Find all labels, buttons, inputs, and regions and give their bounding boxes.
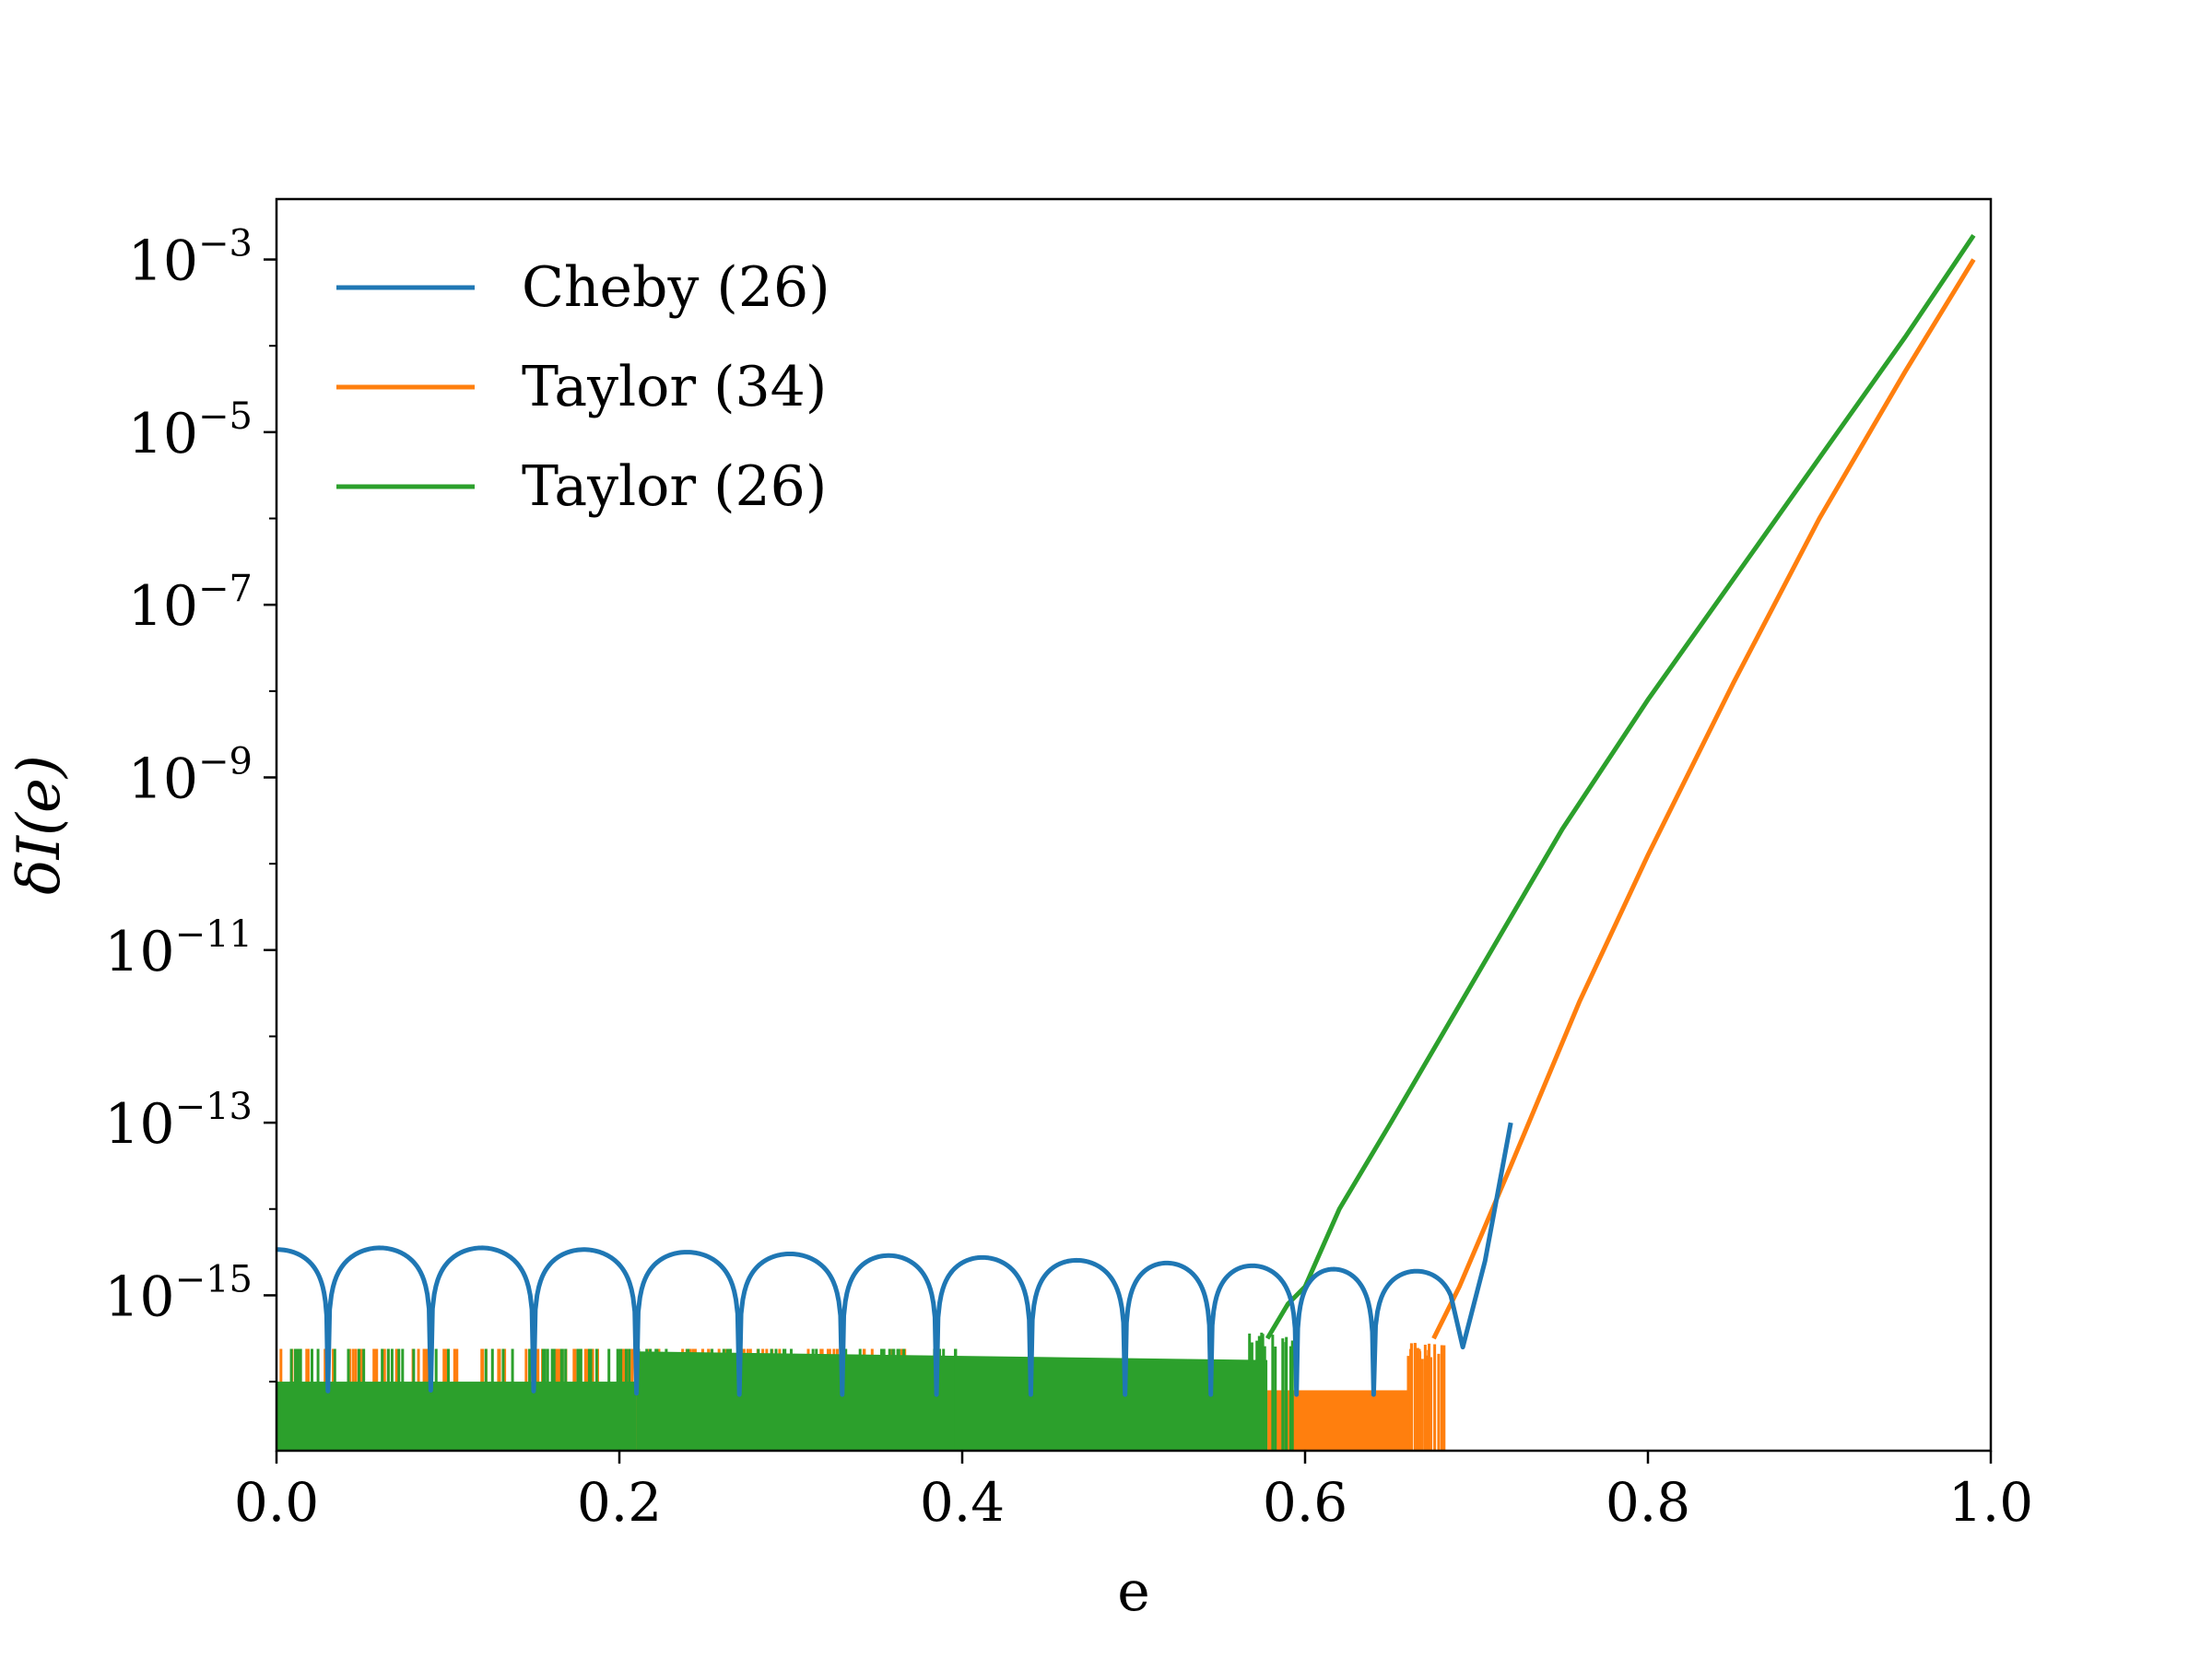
series-taylor34-line: [1431, 258, 1976, 1340]
x-tick-label: 0.0: [234, 1471, 319, 1534]
axes-frame: [275, 197, 1993, 1453]
y-tick-base: 10: [104, 920, 174, 984]
y-tick-exponent: −9: [198, 740, 253, 782]
y-tick-exponent: −15: [175, 1258, 253, 1300]
y-tick-label: 10−3: [128, 223, 253, 294]
y-tick-label: 10−15: [104, 1258, 253, 1329]
series-taylor26-floor: [276, 1382, 637, 1451]
series-taylor26-floor-2: [636, 1351, 1268, 1451]
x-tick-label: 1.0: [1948, 1471, 2033, 1534]
x-tick-label: 0.4: [920, 1471, 1005, 1534]
y-tick-base: 10: [128, 574, 198, 639]
series-cheby26-line: [276, 1122, 1513, 1397]
y-tick-exponent: −7: [198, 568, 253, 610]
y-tick-label: 10−7: [128, 568, 253, 639]
y-tick-exponent: −13: [175, 1086, 253, 1128]
legend-label: Cheby (26): [522, 255, 830, 320]
x-tick-label: 0.6: [1263, 1471, 1347, 1534]
y-tick-exponent: −3: [198, 223, 253, 265]
y-tick-label: 10−9: [128, 740, 253, 811]
y-tick-base: 10: [128, 402, 198, 466]
y-axis-label: δI(e): [6, 755, 74, 895]
x-axis: 0.0 0.2 0.4 0.6 0.8 1.0: [234, 1451, 2033, 1534]
x-tick-label: 0.2: [577, 1471, 662, 1534]
x-axis-label: e: [1117, 1559, 1150, 1624]
legend-label: Taylor (34): [522, 355, 827, 419]
y-tick-base: 10: [104, 1092, 174, 1157]
x-tick-label: 0.8: [1606, 1471, 1690, 1534]
y-tick-base: 10: [128, 747, 198, 811]
y-tick-base: 10: [128, 229, 198, 294]
series-taylor34-floor-2: [1267, 1390, 1412, 1451]
y-tick-label: 10−13: [104, 1086, 253, 1157]
y-tick-label: 10−5: [128, 395, 253, 466]
y-tick-base: 10: [104, 1265, 174, 1329]
y-tick-exponent: −5: [198, 395, 253, 438]
legend: Cheby (26) Taylor (34) Taylor (26): [336, 255, 830, 519]
y-tick-exponent: −11: [175, 913, 253, 956]
series-taylor26-line: [1265, 233, 1976, 1340]
plot-area: [276, 233, 1976, 1451]
legend-label: Taylor (26): [522, 454, 827, 519]
y-tick-label: 10−11: [104, 913, 253, 984]
